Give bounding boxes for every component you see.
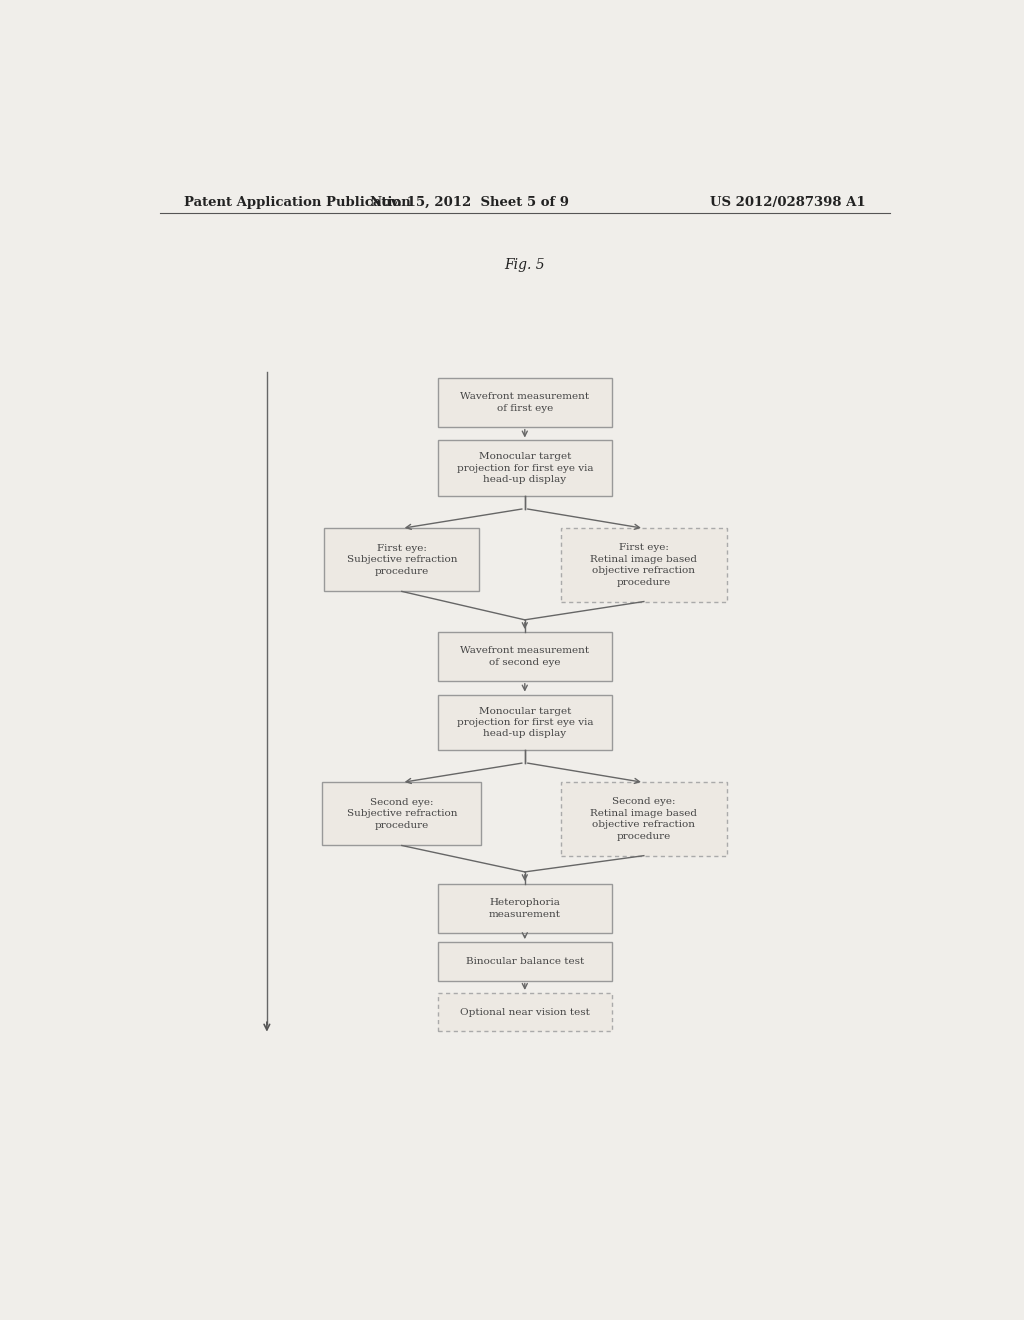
FancyBboxPatch shape — [323, 783, 481, 846]
Text: Second eye:
Subjective refraction
procedure: Second eye: Subjective refraction proced… — [346, 799, 457, 830]
Text: First eye:
Retinal image based
objective refraction
procedure: First eye: Retinal image based objective… — [591, 544, 697, 586]
Text: Wavefront measurement
of second eye: Wavefront measurement of second eye — [460, 647, 590, 667]
FancyBboxPatch shape — [437, 993, 612, 1031]
FancyBboxPatch shape — [560, 783, 727, 855]
FancyBboxPatch shape — [437, 441, 612, 496]
Text: Fig. 5: Fig. 5 — [505, 259, 545, 272]
Text: Monocular target
projection for first eye via
head-up display: Monocular target projection for first ey… — [457, 453, 593, 484]
Text: Heterophoria
measurement: Heterophoria measurement — [488, 899, 561, 919]
Text: Binocular balance test: Binocular balance test — [466, 957, 584, 966]
Text: Wavefront measurement
of first eye: Wavefront measurement of first eye — [460, 392, 590, 413]
FancyBboxPatch shape — [560, 528, 727, 602]
FancyBboxPatch shape — [437, 378, 612, 426]
Text: Optional near vision test: Optional near vision test — [460, 1007, 590, 1016]
Text: Second eye:
Retinal image based
objective refraction
procedure: Second eye: Retinal image based objectiv… — [591, 797, 697, 841]
Text: First eye:
Subjective refraction
procedure: First eye: Subjective refraction procedu… — [346, 544, 457, 576]
Text: Monocular target
projection for first eye via
head-up display: Monocular target projection for first ey… — [457, 706, 593, 738]
FancyBboxPatch shape — [437, 884, 612, 933]
FancyBboxPatch shape — [437, 942, 612, 981]
Text: Nov. 15, 2012  Sheet 5 of 9: Nov. 15, 2012 Sheet 5 of 9 — [370, 195, 568, 209]
FancyBboxPatch shape — [437, 694, 612, 751]
FancyBboxPatch shape — [437, 632, 612, 681]
FancyBboxPatch shape — [325, 528, 479, 591]
Text: Patent Application Publication: Patent Application Publication — [183, 195, 411, 209]
Text: US 2012/0287398 A1: US 2012/0287398 A1 — [711, 195, 866, 209]
